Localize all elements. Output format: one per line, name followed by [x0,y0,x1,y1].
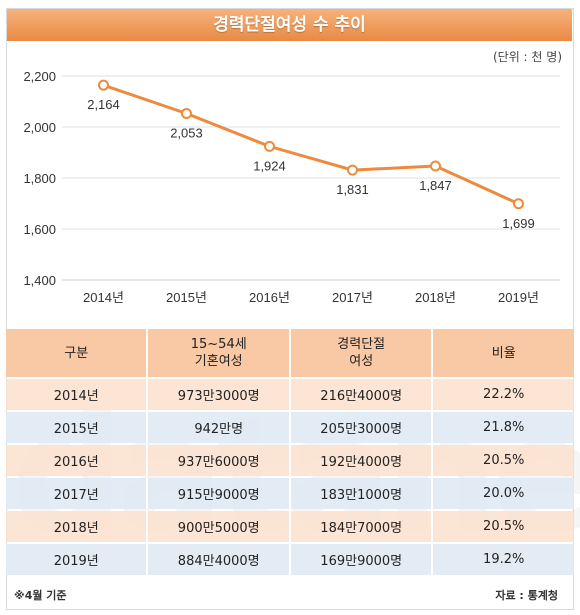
cell-career-break-women: 216만4000명 [289,379,432,410]
x-tick-label: 2014년 [83,290,124,305]
data-label: 1,699 [502,216,535,231]
header-category-text: 구분 [64,345,89,361]
cell-ratio: 20.5% [431,511,574,542]
x-axis: 2014년 2015년 2016년 2017년 2018년 2019년 [83,290,539,305]
header-ratio: 비율 [431,329,574,377]
header-ratio-text: 비율 [491,345,516,361]
cell-married-women: 973만3000명 [146,379,289,410]
cell-married-women: 884만4000명 [146,544,289,575]
cell-year: 2019년 [6,544,147,575]
series-line [103,83,520,206]
data-label: 2,053 [170,125,203,140]
table-row: 2017년 915만9000명 183만1000명 20.0% [6,478,574,509]
cell-career-break-women: 205만3000명 [289,412,432,443]
chart-title: 경력단절여성 수 추이 [7,9,572,41]
header-married-women-text: 15~54세 기혼여성 [190,337,247,369]
x-tick-label: 2015년 [166,290,207,305]
data-table: 구분 15~54세 기혼여성 경력단절 여성 비율 2014년 973만3000명 … [6,327,574,577]
cell-year: 2014년 [6,379,147,410]
cell-ratio: 19.2% [431,544,574,575]
x-tick-label: 2019년 [498,290,539,305]
cell-career-break-women: 183만1000명 [289,478,432,509]
footnote: ※4월 기준 [14,589,67,602]
cell-career-break-women: 192만4000명 [289,445,432,476]
cell-married-women: 915만9000명 [146,478,289,509]
data-point [513,198,524,210]
header-career-break-women-text: 경력단절 여성 [337,337,386,369]
data-point [98,79,109,91]
table-row: 2019년 884만4000명 169만9000명 19.2% [6,544,574,575]
data-point [347,164,358,176]
data-label: 1,847 [419,178,452,193]
data-points [98,79,524,210]
y-tick-label: 1,600 [23,222,56,237]
figure-frame [6,8,574,610]
header-married-women: 15~54세 기혼여성 [146,329,289,377]
source-note: 자료 : 통계청 [495,589,558,602]
data-label: 1,924 [253,158,286,173]
table-row: 2015년 942만명 205만3000명 21.8% [6,412,574,443]
table-row: 2016년 937만6000명 192만4000명 20.5% [6,445,574,476]
cell-ratio: 20.0% [431,478,574,509]
cell-career-break-women: 184만7000명 [289,511,432,542]
cell-married-women: 937만6000명 [146,445,289,476]
x-tick-label: 2017년 [332,290,373,305]
data-labels: 2,164 2,053 1,924 1,831 1,847 1,699 [87,97,535,231]
line-chart: 2,200 2,000 1,800 1,600 1,400 2014년 2015년 2016… [23,69,560,305]
cell-married-women: 942만명 [146,412,289,443]
data-point [264,140,275,152]
data-label: 2,164 [87,97,120,112]
y-tick-label: 2,000 [23,120,56,135]
cell-ratio: 22.2% [431,379,574,410]
cell-married-women: 900만5000명 [146,511,289,542]
cell-ratio: 20.5% [431,445,574,476]
header-category: 구분 [6,329,147,377]
data-point [181,107,192,119]
y-tick-label: 1,400 [23,273,56,288]
cell-year: 2017년 [6,478,147,509]
grid-lines [62,75,560,281]
header-career-break-women: 경력단절 여성 [289,329,432,377]
y-tick-label: 1,800 [23,171,56,186]
x-tick-label: 2016년 [249,290,290,305]
table-header-row: 구분 15~54세 기혼여성 경력단절 여성 비율 [6,329,574,377]
y-tick-label: 2,200 [23,69,56,84]
unit-label: (단위 : 천 명) [492,50,562,64]
x-tick-label: 2018년 [415,290,456,305]
cell-year: 2016년 [6,445,147,476]
y-axis: 2,200 2,000 1,800 1,600 1,400 [23,69,56,288]
cell-career-break-women: 169만9000명 [289,544,432,575]
cell-year: 2015년 [6,412,147,443]
table-row: 2014년 973만3000명 216만4000명 22.2% [6,379,574,410]
data-point [430,160,441,172]
data-label: 1,831 [336,182,369,197]
cell-ratio: 21.8% [431,412,574,443]
table-row: 2018년 900만5000명 184만7000명 20.5% [6,511,574,542]
cell-year: 2018년 [6,511,147,542]
